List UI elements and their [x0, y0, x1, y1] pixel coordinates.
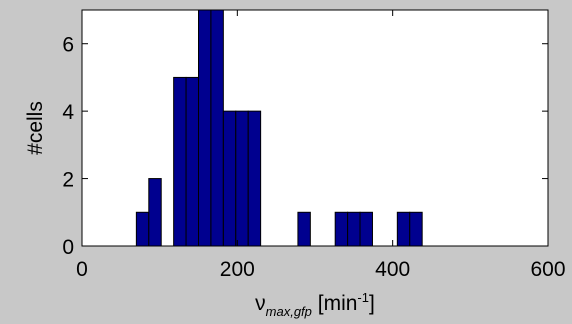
histogram-bar — [148, 178, 162, 247]
y-axis-ticks: 0 2 4 6 — [62, 34, 548, 259]
x-tick-label: 600 — [530, 258, 565, 281]
y-tick-label: 6 — [62, 34, 74, 57]
histogram-bar — [198, 9, 212, 247]
y-axis-label: #cells — [24, 101, 47, 155]
x-tick-label: 0 — [76, 258, 88, 281]
histogram-bar — [222, 110, 237, 247]
histogram-bar — [247, 110, 262, 247]
y-tick-label: 0 — [62, 236, 74, 259]
x-axis-label-unit-exponent: -1 — [357, 290, 369, 305]
x-axis-label-subscript: max,gfp — [266, 304, 312, 319]
histogram-bar — [409, 211, 423, 247]
histogram-bar — [235, 110, 249, 247]
histogram-bar — [347, 211, 361, 247]
histogram-bar — [185, 76, 199, 247]
y-tick-label: 2 — [62, 169, 74, 192]
x-axis-label-symbol: ν — [255, 292, 266, 315]
bars-group — [135, 9, 423, 247]
histogram-bar — [334, 211, 349, 247]
y-tick-label: 4 — [62, 101, 74, 124]
x-axis-ticks: 0 200 400 600 — [76, 10, 566, 281]
x-tick-label: 400 — [375, 258, 410, 281]
x-axis-label-unit-close: ] — [369, 292, 375, 315]
histogram-bar — [173, 76, 187, 247]
x-tick-label: 200 — [220, 258, 255, 281]
histogram-bar — [359, 211, 373, 247]
histogram-bar — [135, 211, 150, 247]
histogram-bar — [210, 9, 224, 247]
x-axis-label-unit: [min — [312, 292, 358, 315]
x-axis-label: νmax,gfp [min-1] — [255, 290, 375, 319]
histogram-bar — [396, 211, 411, 247]
histogram-bar — [297, 211, 311, 247]
